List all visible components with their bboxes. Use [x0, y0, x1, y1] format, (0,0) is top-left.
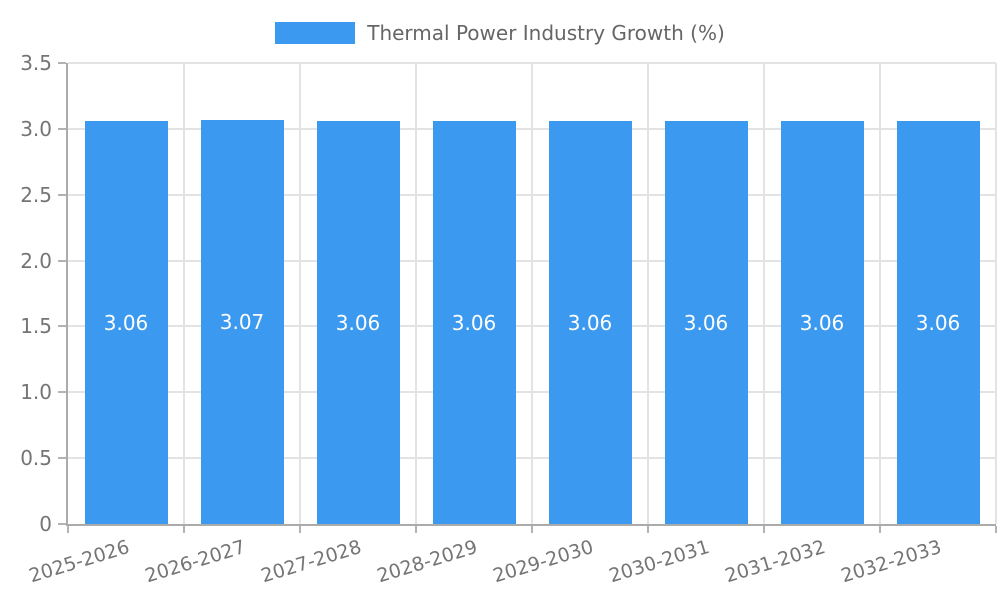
gridline-vertical — [763, 63, 765, 524]
plot-area: 0 0.5 1.0 1.5 2.0 2.5 3.0 3.5 3.06 2025-2026 3.07 2… — [20, 52, 997, 587]
y-tick-label: 1.5 — [20, 314, 52, 338]
x-tick-mark — [763, 526, 765, 533]
x-tick-label: 2029-2030 — [490, 536, 597, 588]
x-tick-label: 2032-2033 — [838, 536, 945, 588]
bar[interactable] — [549, 121, 632, 524]
y-tick-label: 3.5 — [20, 51, 52, 75]
bar[interactable] — [897, 121, 980, 524]
x-tick-mark — [183, 526, 185, 533]
y-axis-line — [66, 63, 68, 526]
y-tick-mark — [58, 62, 66, 64]
x-tick-label: 2027-2028 — [258, 536, 365, 588]
bar[interactable] — [781, 121, 864, 524]
legend[interactable]: Thermal Power Industry Growth (%) — [0, 18, 1000, 48]
x-tick-label: 2031-2032 — [722, 536, 829, 588]
y-tick-mark — [58, 457, 66, 459]
y-tick-label: 3.0 — [20, 117, 52, 141]
y-tick-mark — [58, 523, 66, 525]
legend-label[interactable]: Thermal Power Industry Growth (%) — [367, 21, 725, 45]
bar[interactable] — [201, 120, 284, 524]
x-tick-mark — [531, 526, 533, 533]
bar[interactable] — [433, 121, 516, 524]
y-tick-label: 2.5 — [20, 183, 52, 207]
y-tick-label: 0.5 — [20, 446, 52, 470]
x-tick-mark — [879, 526, 881, 533]
gridline-vertical — [647, 63, 649, 524]
x-tick-label: 2025-2026 — [26, 536, 133, 588]
x-tick-mark — [67, 526, 69, 533]
gridline-vertical — [415, 63, 417, 524]
y-tick-mark — [58, 194, 66, 196]
gridline-vertical — [299, 63, 301, 524]
x-tick-mark — [995, 526, 997, 533]
x-tick-label: 2028-2029 — [374, 536, 481, 588]
bar[interactable] — [317, 121, 400, 524]
gridline-vertical — [995, 63, 997, 524]
y-tick-mark — [58, 325, 66, 327]
gridline-vertical — [183, 63, 185, 524]
x-axis-line — [66, 524, 996, 526]
y-tick-mark — [58, 391, 66, 393]
y-tick-label: 2.0 — [20, 249, 52, 273]
legend-swatch[interactable] — [275, 22, 356, 44]
y-tick-label: 1.0 — [20, 380, 52, 404]
y-tick-label: 0 — [39, 512, 52, 536]
x-tick-label: 2026-2027 — [142, 536, 249, 588]
gridline-vertical — [531, 63, 533, 524]
bar[interactable] — [665, 121, 748, 524]
x-tick-mark — [415, 526, 417, 533]
gridline-vertical — [879, 63, 881, 524]
x-tick-mark — [299, 526, 301, 533]
x-tick-mark — [647, 526, 649, 533]
bar[interactable] — [85, 121, 168, 524]
y-tick-mark — [58, 128, 66, 130]
y-tick-mark — [58, 260, 66, 262]
x-tick-label: 2030-2031 — [606, 536, 713, 588]
